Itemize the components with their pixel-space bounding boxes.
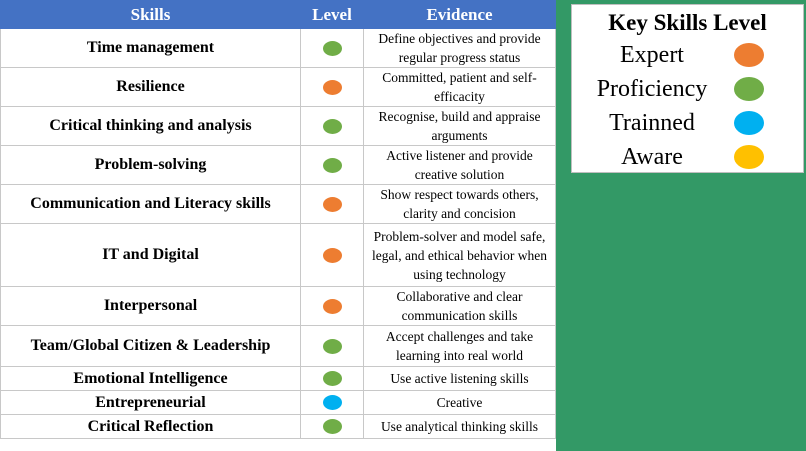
- level-dot-icon: [322, 157, 342, 173]
- skill-name: Time management: [0, 28, 301, 68]
- level-dot-icon: [322, 371, 342, 387]
- level-cell: [300, 184, 364, 224]
- key-item: Trainned: [572, 106, 803, 140]
- table-row: Problem-solving Active listener and provi…: [0, 145, 556, 185]
- header-row: Skills Level Evidence: [0, 0, 556, 29]
- key-item: Proficiency: [572, 72, 803, 106]
- skill-name: Critical Reflection: [0, 414, 301, 439]
- evidence-text: Define objectives and provide regular pr…: [363, 28, 556, 68]
- key-color-dot-icon: [734, 43, 764, 67]
- key-color-dot-icon: [734, 145, 764, 169]
- skill-name: Entrepreneurial: [0, 390, 301, 415]
- level-dot-icon: [322, 298, 342, 314]
- skill-name: Interpersonal: [0, 286, 301, 326]
- skill-name: Team/Global Citizen & Leadership: [0, 325, 301, 367]
- table-row: Entrepreneurial Creative: [0, 390, 556, 415]
- level-dot-icon: [322, 338, 342, 354]
- key-legend: Key Skills Level Expert Proficiency Trainn…: [571, 4, 804, 173]
- level-dot-icon: [322, 79, 342, 95]
- level-dot-icon: [322, 395, 342, 411]
- level-cell: [300, 366, 364, 391]
- evidence-text: Creative: [363, 390, 556, 415]
- table-row: Critical thinking and analysis Recognise,…: [0, 106, 556, 146]
- level-cell: [300, 414, 364, 439]
- table-row: Emotional Intelligence Use active listeni…: [0, 366, 556, 391]
- level-dot-icon: [322, 247, 342, 263]
- evidence-text: Use analytical thinking skills: [363, 414, 556, 439]
- level-cell: [300, 390, 364, 415]
- level-dot-icon: [322, 419, 342, 435]
- level-cell: [300, 106, 364, 146]
- key-item: Aware: [572, 140, 803, 174]
- evidence-text: Collaborative and clear communication sk…: [363, 286, 556, 326]
- evidence-text: Active listener and provide creative sol…: [363, 145, 556, 185]
- header-skills: Skills: [0, 0, 301, 29]
- key-item: Expert: [572, 38, 803, 72]
- level-cell: [300, 67, 364, 107]
- level-cell: [300, 145, 364, 185]
- key-color-dot-icon: [734, 77, 764, 101]
- table-row: Communication and Literacy skills Show re…: [0, 184, 556, 224]
- table-row: IT and Digital Problem-solver and model s…: [0, 223, 556, 287]
- level-dot-icon: [322, 196, 342, 212]
- skill-name: Communication and Literacy skills: [0, 184, 301, 224]
- skill-name: Emotional Intelligence: [0, 366, 301, 391]
- skill-name: Resilience: [0, 67, 301, 107]
- skills-table: Skills Level Evidence Time management Def…: [0, 0, 556, 439]
- evidence-text: Show respect towards others, clarity and…: [363, 184, 556, 224]
- skills-body: Time management Define objectives and pro…: [0, 28, 556, 439]
- skill-name: Critical thinking and analysis: [0, 106, 301, 146]
- evidence-text: Problem-solver and model safe, legal, an…: [363, 223, 556, 287]
- skill-name: IT and Digital: [0, 223, 301, 287]
- level-dot-icon: [322, 118, 342, 134]
- header-evidence: Evidence: [363, 0, 556, 29]
- key-item-label: Aware: [621, 144, 683, 170]
- key-item-label: Proficiency: [596, 76, 708, 102]
- level-dot-icon: [322, 40, 342, 56]
- table-row: Time management Define objectives and pro…: [0, 28, 556, 68]
- key-item-label: Expert: [620, 42, 684, 68]
- table-row: Interpersonal Collaborative and clear com…: [0, 286, 556, 326]
- table-row: Resilience Committed, patient and self-ef…: [0, 67, 556, 107]
- level-cell: [300, 223, 364, 287]
- skill-name: Problem-solving: [0, 145, 301, 185]
- table-row: Critical Reflection Use analytical thinki…: [0, 414, 556, 439]
- evidence-text: Committed, patient and self-efficacity: [363, 67, 556, 107]
- level-cell: [300, 325, 364, 367]
- header-level: Level: [300, 0, 364, 29]
- key-item-label: Trainned: [609, 110, 695, 136]
- evidence-text: Use active listening skills: [363, 366, 556, 391]
- table-row: Team/Global Citizen & Leadership Accept c…: [0, 325, 556, 367]
- key-color-dot-icon: [734, 111, 764, 135]
- level-cell: [300, 286, 364, 326]
- level-cell: [300, 28, 364, 68]
- key-title: Key Skills Level: [608, 10, 767, 35]
- key-rows: Expert Proficiency Trainned Aware: [572, 38, 803, 174]
- evidence-text: Recognise, build and appraise arguments: [363, 106, 556, 146]
- evidence-text: Accept challenges and take learning into…: [363, 325, 556, 367]
